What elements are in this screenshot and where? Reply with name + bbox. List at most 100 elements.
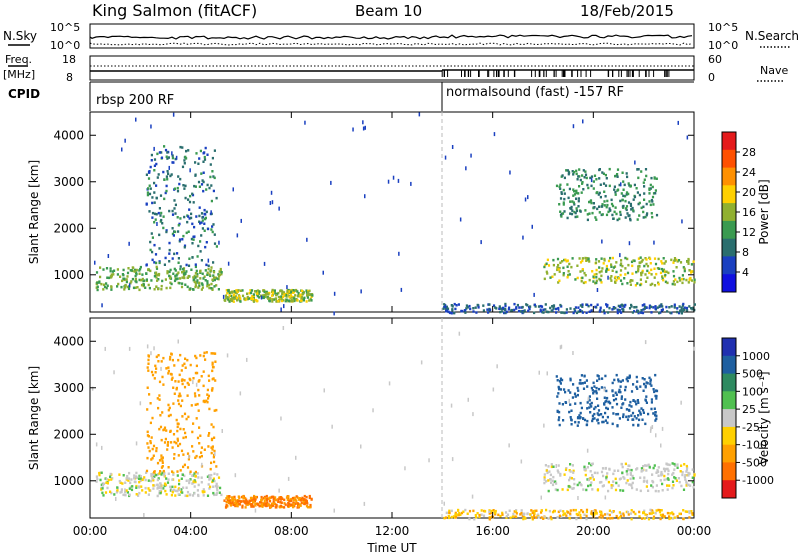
echo-cell-3 bbox=[610, 275, 613, 278]
echo-cell-4 bbox=[570, 409, 573, 412]
echo-cell-0 bbox=[152, 479, 155, 482]
echo-cell-0 bbox=[128, 487, 131, 490]
echo-cell-0 bbox=[135, 268, 138, 272]
echo-cell-3 bbox=[589, 476, 592, 480]
echo-cell-4 bbox=[583, 381, 586, 384]
echo-cell-5 bbox=[669, 516, 672, 520]
echo-cell-4 bbox=[622, 413, 625, 416]
echo-cell-2 bbox=[300, 501, 303, 505]
scatter-cell bbox=[372, 408, 374, 413]
echo-cell-4 bbox=[567, 172, 570, 176]
echo-cell-2 bbox=[224, 299, 227, 302]
echo-cell-1 bbox=[177, 358, 180, 362]
echo-cell-0 bbox=[144, 286, 147, 289]
echo-cell-5 bbox=[524, 517, 527, 520]
echo-cell-3 bbox=[611, 256, 614, 260]
echo-cell-1 bbox=[212, 352, 215, 355]
echo-cell-3 bbox=[581, 257, 584, 260]
echo-cell-3 bbox=[625, 470, 628, 473]
echo-cell-1 bbox=[203, 212, 206, 216]
echo-cell-3 bbox=[601, 467, 605, 470]
echo-cell-4 bbox=[648, 376, 651, 380]
echo-cell-1 bbox=[214, 379, 217, 382]
echo-cell-3 bbox=[580, 483, 583, 487]
echo-cell-4 bbox=[568, 410, 571, 414]
echo-cell-3 bbox=[602, 262, 605, 265]
echo-cell-4 bbox=[618, 417, 621, 420]
echo-cell-2 bbox=[274, 506, 277, 509]
echo-cell-0 bbox=[185, 486, 188, 489]
echo-cell-3 bbox=[568, 478, 571, 482]
echo-cell-0 bbox=[174, 274, 177, 278]
echo-cell-1 bbox=[155, 449, 158, 453]
echo-cell-0 bbox=[121, 279, 124, 283]
echo-cell-1 bbox=[214, 352, 217, 355]
echo-cell-4 bbox=[626, 175, 629, 179]
echo-cell-1 bbox=[167, 441, 170, 444]
echo-cell-5 bbox=[534, 516, 537, 519]
echo-cell-1 bbox=[199, 240, 202, 243]
echo-cell-3 bbox=[667, 271, 670, 275]
echo-cell-0 bbox=[164, 483, 167, 487]
echo-cell-5 bbox=[617, 516, 620, 520]
echo-cell-4 bbox=[559, 197, 563, 200]
echo-cell-5 bbox=[505, 515, 508, 518]
echo-cell-1 bbox=[158, 380, 162, 384]
echo-cell-4 bbox=[652, 203, 655, 206]
colorbar-tick-label: 12 bbox=[742, 226, 756, 239]
echo-cell-0 bbox=[185, 479, 188, 482]
echo-cell-3 bbox=[557, 471, 560, 474]
echo-cell-4 bbox=[561, 212, 565, 215]
echo-cell-5 bbox=[508, 509, 511, 512]
echo-cell-5 bbox=[454, 515, 457, 519]
echo-cell-2 bbox=[230, 294, 233, 298]
echo-cell-4 bbox=[597, 375, 600, 378]
echo-cell-3 bbox=[546, 258, 549, 262]
echo-cell-1 bbox=[204, 146, 207, 150]
echo-cell-0 bbox=[184, 283, 187, 286]
echo-cell-5 bbox=[478, 513, 481, 517]
echo-cell-3 bbox=[660, 470, 663, 474]
echo-cell-3 bbox=[623, 477, 626, 480]
echo-cell-3 bbox=[566, 488, 569, 492]
echo-cell-2 bbox=[302, 299, 305, 302]
echo-cell-2 bbox=[299, 293, 302, 296]
echo-cell-4 bbox=[649, 378, 652, 381]
echo-cell-5 bbox=[478, 515, 481, 519]
echo-cell-3 bbox=[650, 273, 653, 276]
echo-cell-0 bbox=[167, 472, 170, 475]
nsearch-trace bbox=[89, 42, 693, 46]
echo-cell-0 bbox=[158, 272, 161, 276]
echo-cell-0 bbox=[208, 474, 211, 477]
echo-cell-0 bbox=[129, 481, 132, 485]
echo-cell-0 bbox=[207, 267, 210, 271]
echo-cell-1 bbox=[189, 378, 192, 382]
echo-cell-4 bbox=[574, 211, 577, 215]
echo-cell-3 bbox=[663, 478, 666, 482]
power-marks bbox=[94, 112, 696, 316]
echo-cell-4 bbox=[603, 402, 606, 405]
echo-cell-2 bbox=[283, 293, 286, 296]
freq-traces bbox=[90, 65, 694, 77]
echo-cell-2 bbox=[279, 504, 283, 508]
echo-cell-4 bbox=[615, 212, 618, 216]
echo-cell-4 bbox=[620, 397, 623, 400]
scatter-cell bbox=[160, 366, 162, 371]
echo-cell-5 bbox=[673, 516, 676, 519]
echo-cell-0 bbox=[212, 276, 216, 279]
echo-cell-1 bbox=[168, 241, 171, 245]
echo-cell-3 bbox=[589, 483, 592, 487]
scatter-cell bbox=[509, 170, 511, 175]
scatter-cell bbox=[459, 217, 462, 222]
echo-cell-1 bbox=[153, 470, 156, 473]
echo-cell-4 bbox=[644, 384, 647, 388]
echo-cell-4 bbox=[624, 398, 627, 401]
echo-cell-5 bbox=[619, 305, 622, 308]
echo-cell-1 bbox=[170, 173, 173, 176]
echo-cell-0 bbox=[204, 279, 207, 282]
echo-cell-4 bbox=[569, 377, 572, 381]
echo-cell-2 bbox=[305, 500, 308, 503]
echo-cell-4 bbox=[655, 213, 659, 217]
echo-cell-3 bbox=[667, 478, 670, 481]
